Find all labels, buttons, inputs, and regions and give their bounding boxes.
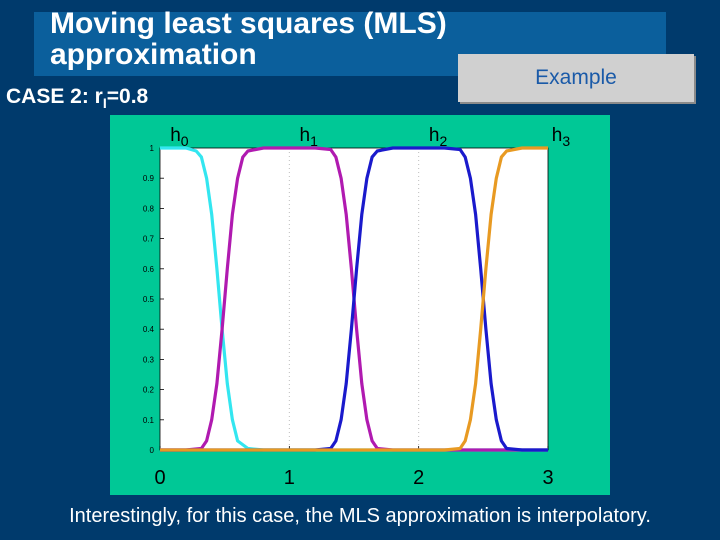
case-label-suffix: =0.8	[106, 85, 149, 108]
chart: 0 0.1 0.2 0.3 0.4 0.5 0.6 0.7 0.8 0.9 1 0 1 2 3 h0 h1 h2 h…	[110, 115, 610, 495]
example-label: Example	[458, 54, 694, 102]
series-label-h2: h2	[429, 125, 448, 149]
series-label-h3: h3	[552, 125, 571, 149]
case-label-subscript: I	[102, 95, 107, 111]
y-tick-label-3: 0.3	[143, 355, 155, 364]
chart-svg: 0 0.1 0.2 0.3 0.4 0.5 0.6 0.7 0.8 0.9 1 0 1 2 3 h0 h1 h2 h…	[110, 115, 610, 495]
y-tick-label-4: 0.4	[143, 325, 155, 334]
y-tick-label-9: 0.9	[143, 174, 155, 183]
case-label-prefix: CASE 2: r	[6, 85, 103, 108]
y-tick-label-6: 0.6	[143, 265, 155, 274]
y-tick-label-7: 0.7	[143, 235, 155, 244]
slide-title: Moving least squares (MLS) approximation	[50, 7, 447, 71]
caption: Interestingly, for this case, the MLS ap…	[69, 505, 651, 527]
x-tick-label-3: 3	[542, 467, 553, 489]
y-tick-label-0: 0	[150, 446, 155, 455]
y-tick-label-1: 0.1	[143, 416, 155, 425]
x-tick-label-2: 2	[413, 467, 424, 489]
case-label: CASE 2: rI=0.8	[6, 85, 148, 111]
x-tick-label-0: 0	[154, 467, 165, 489]
x-tick-label-1: 1	[284, 467, 295, 489]
y-tick-label-2: 0.2	[143, 386, 155, 395]
y-tick-label-8: 0.8	[143, 204, 155, 213]
y-tick-label-10: 1	[150, 144, 155, 153]
series-label-h1: h1	[300, 125, 319, 149]
series-line-h3	[160, 146, 548, 452]
y-tick-label-5: 0.5	[143, 295, 155, 304]
series-line-h0	[160, 146, 548, 452]
series-line-h1	[160, 146, 548, 452]
series-label-h0: h0	[170, 125, 189, 149]
series-line-h2	[160, 146, 548, 452]
